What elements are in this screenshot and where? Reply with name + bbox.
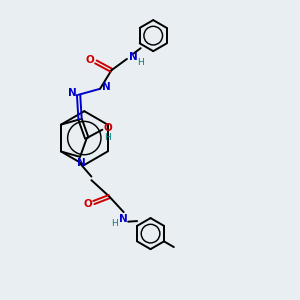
Text: O: O (103, 123, 112, 133)
Text: N: N (76, 158, 85, 168)
Text: H: H (111, 219, 118, 228)
Text: H: H (137, 58, 144, 67)
Text: N: N (119, 214, 128, 224)
Text: N: N (128, 52, 137, 62)
Text: H: H (104, 133, 111, 142)
Text: O: O (85, 55, 94, 64)
Text: N: N (102, 82, 111, 92)
Text: O: O (83, 199, 92, 209)
Text: N: N (68, 88, 76, 98)
